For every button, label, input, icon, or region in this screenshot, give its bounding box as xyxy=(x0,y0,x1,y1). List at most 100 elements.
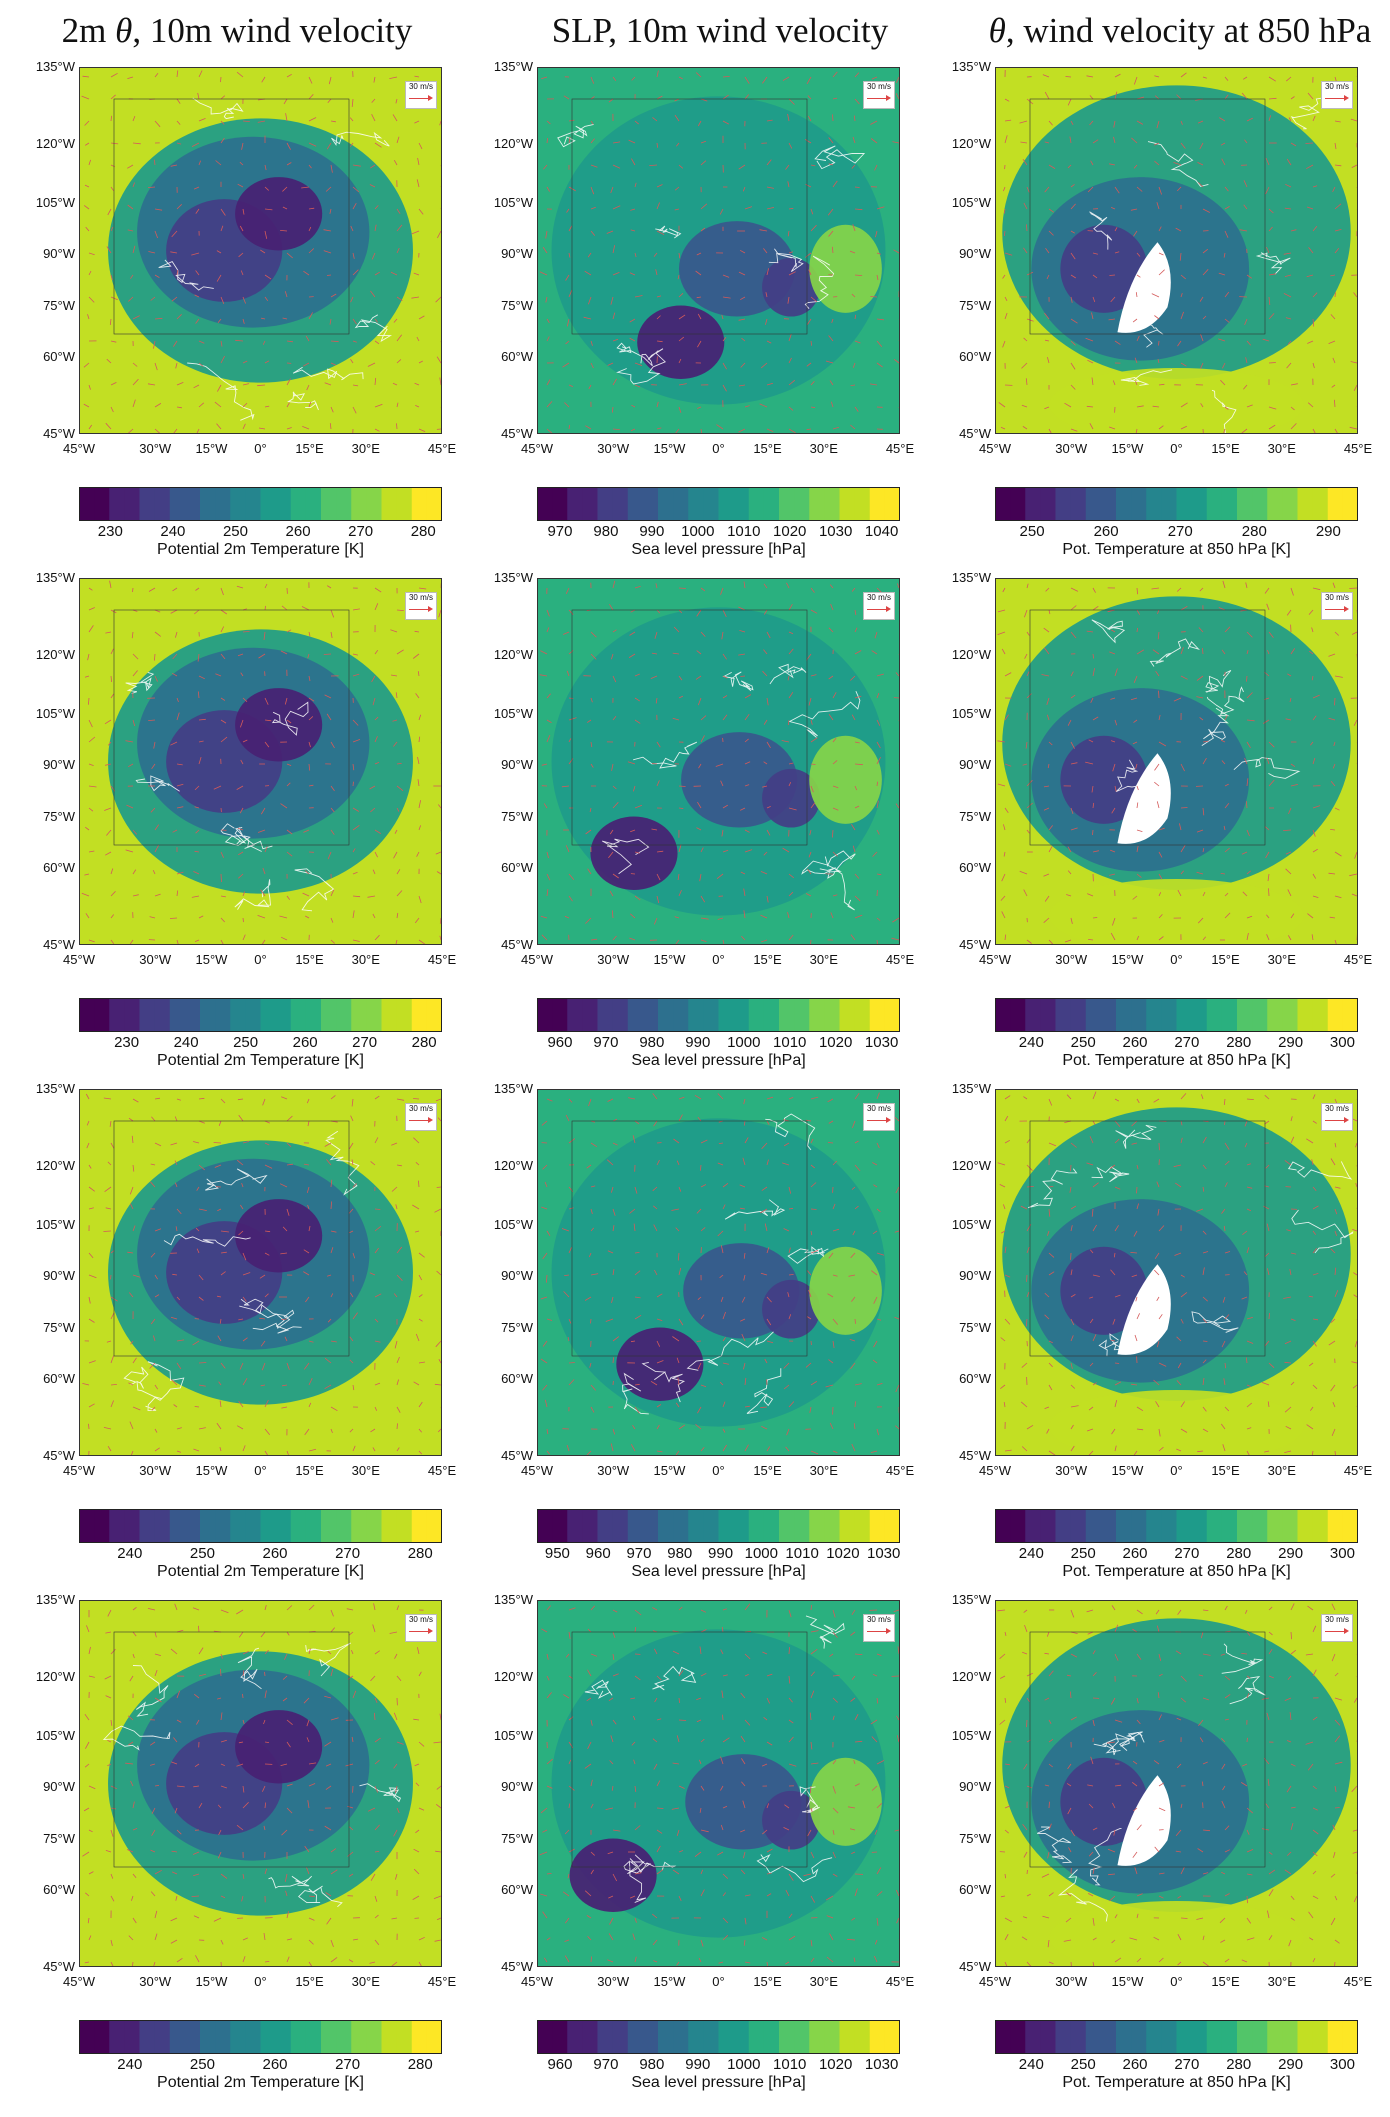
wind-arrow xyxy=(352,1938,359,1941)
wind-arrow xyxy=(153,340,156,349)
wind-arrow xyxy=(612,164,621,169)
wind-scale-legend: 30 m/s xyxy=(405,81,437,109)
longitude-label: 15°E xyxy=(1211,441,1240,456)
colorbar-segment xyxy=(839,998,856,1032)
colorbar-tick-label: 970 xyxy=(593,2056,619,2073)
wind-arrow xyxy=(1044,1292,1050,1298)
wind-arrow xyxy=(832,1228,840,1232)
wind-arrow xyxy=(854,1205,859,1210)
wind-arrow xyxy=(1222,580,1226,589)
wind-arrow xyxy=(1026,1139,1031,1144)
coastline xyxy=(765,1113,816,1151)
longitude-label: 45°E xyxy=(1343,1974,1373,1989)
wind-arrow xyxy=(240,1204,244,1210)
colorbar-tick-label: 240 xyxy=(160,523,186,540)
colorbar-segment xyxy=(351,1509,367,1543)
wind-arrow xyxy=(696,1697,702,1701)
wind-arrow xyxy=(1157,1692,1160,1699)
wind-arrow xyxy=(127,76,134,79)
coastline xyxy=(1137,311,1164,348)
colorbar-segment xyxy=(200,998,216,1032)
wind-arrow xyxy=(854,914,863,919)
wind-arrow xyxy=(1086,630,1094,633)
wind-arrow xyxy=(876,800,879,809)
colorbar-segment xyxy=(794,998,810,1032)
latitude-label: 45°W xyxy=(959,937,991,952)
wind-arrow xyxy=(1201,1781,1204,1787)
wind-arrow xyxy=(396,762,402,765)
wind-arrow xyxy=(1069,136,1072,144)
wind-arrow xyxy=(568,1607,576,1611)
wind-arrow xyxy=(1048,208,1055,213)
wind-arrow xyxy=(699,1759,702,1765)
wind-arrow xyxy=(1004,135,1008,144)
wind-arrow xyxy=(220,1271,226,1276)
wind-arrow xyxy=(306,384,310,391)
wind-arrow xyxy=(414,917,420,924)
wind-arrow xyxy=(1290,1381,1295,1386)
wind-arrow xyxy=(374,271,380,276)
wind-arrow xyxy=(258,427,266,430)
wind-arrow xyxy=(546,1318,553,1321)
wind-arrow xyxy=(629,1895,636,1899)
wind-arrow xyxy=(220,1098,226,1104)
wind-arrow xyxy=(393,318,398,323)
wind-arrow xyxy=(236,1763,244,1767)
wind-arrow xyxy=(895,93,900,100)
colorbar-segment xyxy=(184,1509,201,1543)
wind-arrow xyxy=(154,1274,158,1280)
wind-scale-legend: 30 m/s xyxy=(863,592,895,620)
wind-arrow xyxy=(1286,1785,1292,1793)
wind-arrow xyxy=(242,1937,248,1941)
colorbar-segment xyxy=(703,487,720,521)
wind-arrow xyxy=(590,1605,596,1611)
colorbar-segment xyxy=(582,2020,599,2054)
wind-arrow xyxy=(104,719,112,725)
wind-arrow xyxy=(1224,783,1229,787)
wind-arrow xyxy=(830,603,834,611)
wind-arrow xyxy=(612,378,617,386)
wind-arrow xyxy=(634,1296,641,1299)
wind-arrow xyxy=(396,1164,402,1167)
wind-arrow xyxy=(1224,1718,1229,1721)
wind-arrow xyxy=(132,315,140,320)
wind-arrow xyxy=(542,1829,548,1833)
wind-arrow xyxy=(149,1362,156,1369)
colorbar-segment xyxy=(336,2020,352,2054)
wind-arrow xyxy=(766,340,772,344)
wind-arrow xyxy=(176,712,180,721)
wind-arrow xyxy=(719,208,724,215)
wind-arrow xyxy=(741,1333,746,1342)
wind-arrow xyxy=(330,1428,333,1434)
wind-arrow xyxy=(810,939,812,945)
wind-arrow xyxy=(1070,1269,1073,1276)
wind-arrow xyxy=(1290,763,1296,767)
wind-arrow xyxy=(630,428,636,432)
wind-arrow xyxy=(1020,1401,1028,1408)
wind-arrow xyxy=(1180,1274,1185,1278)
wind-arrow xyxy=(237,827,244,831)
colorbar-segment xyxy=(321,1509,337,1543)
wind-arrow xyxy=(1180,1093,1187,1100)
colorbar-segment xyxy=(1282,487,1299,521)
coastline xyxy=(234,879,271,910)
wind-arrow xyxy=(308,697,315,702)
wind-arrow xyxy=(1019,120,1028,124)
wind-arrow xyxy=(285,1890,288,1897)
wind-arrow xyxy=(1004,1805,1011,1809)
wind-arrow xyxy=(301,186,310,189)
wind-arrow xyxy=(854,1888,858,1897)
map-frame xyxy=(537,578,900,945)
coastline xyxy=(1255,252,1291,275)
longitude-label: 30°E xyxy=(1267,952,1296,967)
wind-arrow xyxy=(590,938,598,941)
wind-arrow xyxy=(194,850,200,853)
wind-arrow xyxy=(104,807,112,811)
wind-arrow xyxy=(740,675,746,677)
wind-arrow xyxy=(1114,785,1117,792)
wind-arrow xyxy=(830,401,834,408)
colorbar-segment xyxy=(809,1509,825,1543)
wind-arrow xyxy=(807,1829,812,1837)
wind-arrow xyxy=(194,609,200,615)
wind-arrow xyxy=(1199,587,1204,592)
